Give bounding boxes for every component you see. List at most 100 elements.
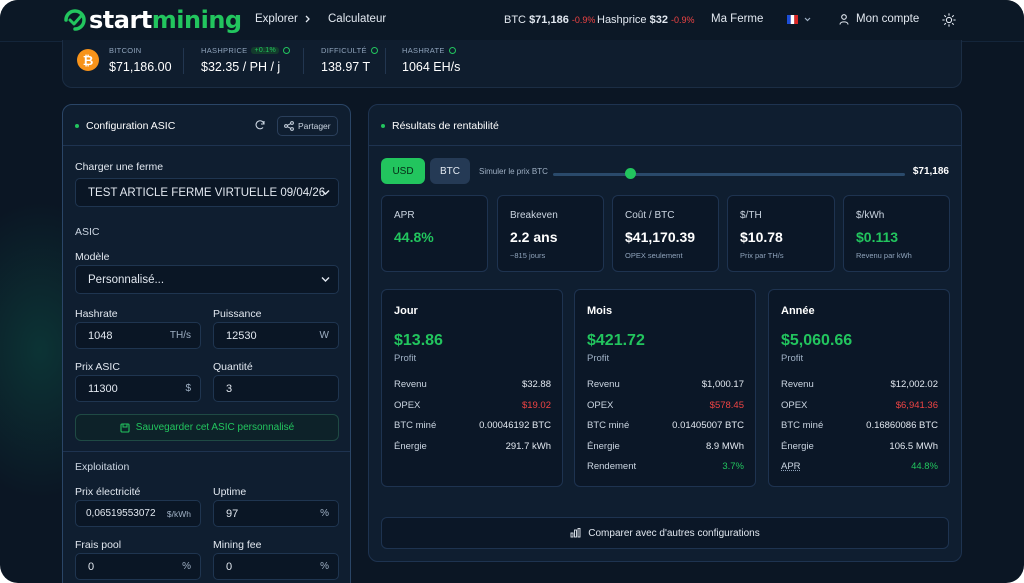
- period-row-value: $578.45: [709, 399, 744, 411]
- period-row-label: Revenu: [587, 379, 620, 390]
- model-select[interactable]: Personnalisé...: [75, 265, 339, 294]
- period-row-value: 0.16860086 BTC: [866, 420, 938, 431]
- load-farm-label: Charger une ferme: [75, 161, 164, 173]
- user-icon: [839, 13, 849, 25]
- electricity-price-input[interactable]: 0,06519553072 $/kWh: [75, 500, 201, 527]
- exploitation-section-title: Exploitation: [75, 461, 130, 473]
- uptime-value: 97: [226, 507, 239, 520]
- config-title: Configuration ASIC: [75, 120, 175, 132]
- asic-price-input[interactable]: 11300 $: [75, 375, 201, 402]
- asic-price-unit: $: [185, 383, 191, 394]
- kpi-card: $/kWh $0.113 Revenu par kWh: [843, 195, 950, 272]
- results-panel: Résultats de rentabilité USD BTC Simuler…: [368, 104, 962, 562]
- period-card: Jour $13.86 Profit Revenu $32.88 OPEX $19.02 BT…: [381, 289, 563, 487]
- period-row-label: BTC miné: [394, 420, 437, 431]
- theme-toggle-sun-icon[interactable]: [942, 13, 956, 27]
- info-icon[interactable]: [448, 47, 456, 54]
- period-row-value: 106.5 MWh: [889, 440, 938, 452]
- period-row: Énergie 291.7 kWh: [394, 441, 551, 455]
- pool-fee-unit: %: [182, 561, 191, 572]
- period-row-value: 0.01405007 BTC: [672, 420, 744, 431]
- hashrate-input[interactable]: 1048 TH/s: [75, 322, 201, 349]
- power-label: Puissance: [213, 308, 262, 320]
- nav-calculateur[interactable]: Calculateur: [328, 13, 387, 25]
- info-icon[interactable]: [370, 47, 378, 54]
- brand-logo[interactable]: startmining: [62, 6, 242, 34]
- period-row-label: OPEX: [587, 399, 614, 411]
- period-row-label: OPEX: [781, 399, 808, 411]
- mining-fee-label: Mining fee: [213, 539, 262, 551]
- pool-fee-value: 0: [88, 560, 95, 573]
- kpi-card: $/TH $10.78 Prix par TH/s: [727, 195, 835, 272]
- btc-price-slider-thumb[interactable]: [625, 168, 637, 179]
- bar-chart-icon: [570, 528, 581, 538]
- period-title: Année: [781, 305, 815, 317]
- load-farm-select[interactable]: TEST ARTICLE FERME VIRTUELLE 09/04/26: [75, 178, 339, 207]
- hashprice-ticker: Hashprice $32 -0.9%: [597, 14, 695, 26]
- uptime-input[interactable]: 97 %: [213, 500, 339, 527]
- info-icon[interactable]: [283, 47, 291, 54]
- period-row-label: Énergie: [394, 440, 427, 452]
- stat-hashprice-value: $32.35 / PH / j: [201, 60, 281, 74]
- btc-ticker: BTC $71,186 -0.9%: [504, 14, 596, 26]
- period-card: Mois $421.72 Profit Revenu $1,000.17 OPEX $578…: [574, 289, 756, 487]
- asic-price-value: 11300: [88, 382, 118, 395]
- status-dot: [381, 124, 385, 128]
- period-row-value: 0.00046192 BTC: [479, 420, 551, 431]
- period-row: BTC miné 0.16860086 BTC: [781, 420, 938, 434]
- divider: [63, 451, 350, 452]
- brand-name: startmining: [89, 6, 242, 34]
- share-button[interactable]: Partager: [277, 116, 338, 136]
- period-row: APR 44.8%: [781, 461, 938, 475]
- kpi-value: 44.8%: [394, 229, 434, 245]
- period-row-label: OPEX: [394, 399, 421, 411]
- save-icon: [120, 422, 130, 433]
- simulate-price-value: $71,186: [912, 166, 949, 177]
- quantity-input[interactable]: 3: [213, 375, 339, 402]
- save-asic-button[interactable]: Sauvegarder cet ASIC personnalisé: [75, 414, 339, 441]
- stat-hashrate-value: 1064 EH/s: [402, 60, 461, 74]
- account-menu[interactable]: Mon compte: [839, 13, 919, 25]
- period-profit-value: $421.72: [587, 332, 645, 349]
- power-input[interactable]: 12530 W: [213, 322, 339, 349]
- mining-fee-input[interactable]: 0 %: [213, 553, 339, 580]
- period-row-value: $32.88: [521, 379, 551, 390]
- stat-bitcoin-label: BITCOIN: [109, 46, 142, 55]
- period-row-value: $12,002.02: [890, 379, 938, 390]
- uptime-unit: %: [320, 508, 329, 519]
- asic-price-label: Prix ASIC: [75, 361, 120, 373]
- currency-usd-button[interactable]: USD: [381, 158, 425, 184]
- period-row-label: Énergie: [587, 440, 620, 452]
- btc-price-slider[interactable]: [553, 173, 905, 176]
- nav-explorer[interactable]: Explorer: [255, 13, 311, 25]
- kpi-card: Coût / BTC $41,170.39 OPEX seulement: [612, 195, 719, 272]
- period-row: OPEX $578.45: [587, 400, 744, 414]
- compare-configurations-button[interactable]: Comparer avec d'autres configurations: [381, 517, 949, 549]
- pool-fee-input[interactable]: 0 %: [75, 553, 201, 580]
- hashrate-value: 1048: [88, 329, 113, 342]
- kpi-value: $0.113: [856, 229, 899, 245]
- period-row: Énergie 106.5 MWh: [781, 441, 938, 455]
- nav-explorer-label: Explorer: [255, 13, 298, 25]
- pool-fee-label: Frais pool: [75, 539, 122, 551]
- divider: [183, 48, 184, 74]
- electricity-price-label: Prix électricité: [75, 486, 141, 498]
- hashrate-label: Hashrate: [75, 308, 118, 320]
- stat-hashprice: HASHPRICE +0.1% $32.35 / PH / j: [201, 46, 291, 74]
- kpi-subtext: OPEX seulement: [625, 251, 683, 260]
- stat-hashrate-label: Hashrate: [402, 46, 445, 55]
- period-row-value: 291.7 kWh: [505, 440, 551, 452]
- currency-btc-button[interactable]: BTC: [430, 158, 470, 184]
- mining-fee-unit: %: [320, 561, 329, 572]
- period-profit-value: $13.86: [394, 332, 443, 349]
- refresh-icon[interactable]: [254, 119, 266, 131]
- kpi-label: Breakeven: [510, 210, 558, 221]
- language-selector[interactable]: [787, 15, 811, 24]
- stat-difficulty-value: 138.97 T: [321, 60, 371, 74]
- period-row-label: Énergie: [781, 440, 814, 452]
- period-row-label: Rendement: [587, 461, 637, 472]
- period-profit-label: Profit: [394, 353, 417, 364]
- period-row-label: APR: [781, 461, 801, 472]
- electricity-price-value: 0,06519553072: [86, 508, 156, 519]
- nav-ma-ferme[interactable]: Ma Ferme: [711, 13, 764, 25]
